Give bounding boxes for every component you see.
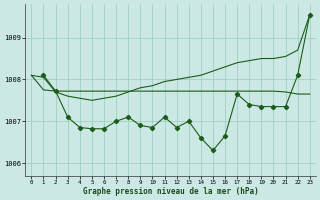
- X-axis label: Graphe pression niveau de la mer (hPa): Graphe pression niveau de la mer (hPa): [83, 187, 259, 196]
